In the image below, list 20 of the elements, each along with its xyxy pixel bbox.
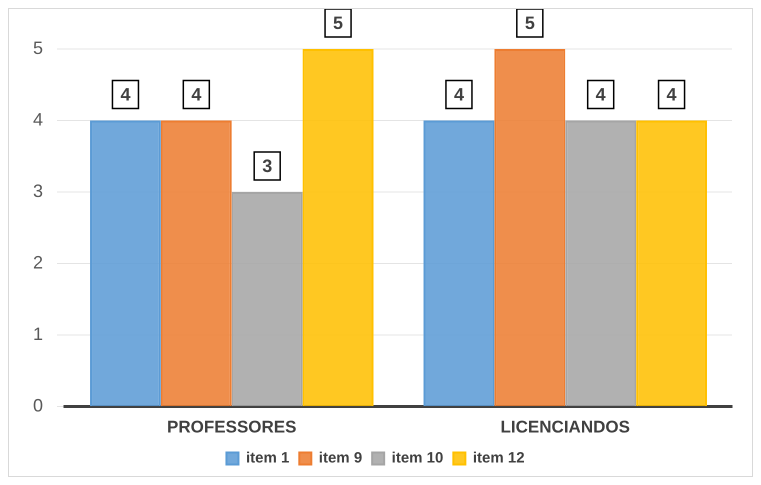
y-tick-label: 2 bbox=[32, 252, 44, 273]
x-tick-label: LICENCIANDOS bbox=[500, 417, 630, 436]
data-label: 4 bbox=[666, 84, 677, 104]
data-label: 4 bbox=[596, 84, 606, 104]
data-label: 5 bbox=[524, 12, 535, 33]
data-label: 5 bbox=[333, 12, 344, 33]
y-tick-label: 0 bbox=[32, 396, 44, 416]
x-tick-label: PROFESSORES bbox=[167, 417, 296, 436]
data-label: 3 bbox=[262, 156, 272, 176]
legend-label: item 9 bbox=[318, 450, 362, 467]
y-tick-label: 4 bbox=[32, 109, 44, 130]
y-tick-label: 1 bbox=[32, 324, 44, 344]
y-tick-label: 5 bbox=[32, 38, 44, 58]
legend-label: item 12 bbox=[472, 450, 525, 467]
legend-label: item 10 bbox=[392, 450, 444, 467]
data-label: 4 bbox=[120, 84, 130, 104]
data-label: 4 bbox=[191, 84, 202, 104]
data-label: 4 bbox=[454, 84, 464, 104]
y-tick-label: 3 bbox=[32, 181, 44, 202]
legend-label: item 1 bbox=[246, 450, 290, 467]
